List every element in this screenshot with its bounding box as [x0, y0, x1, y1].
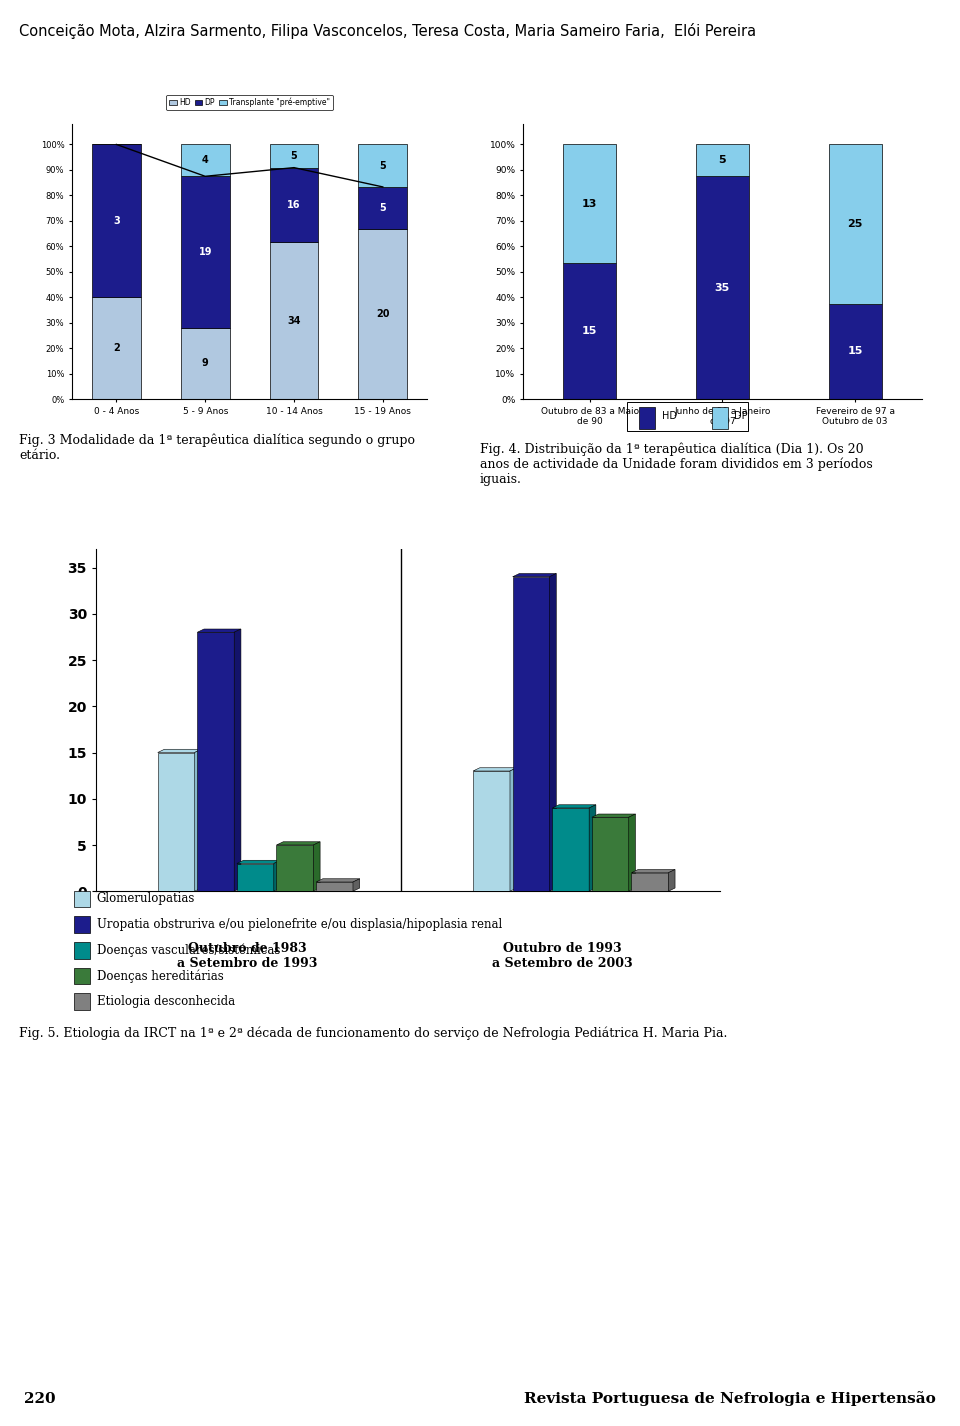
Polygon shape: [473, 767, 516, 771]
Bar: [552, 809, 589, 891]
Bar: [74, 943, 90, 958]
Polygon shape: [313, 841, 320, 891]
Text: 19: 19: [199, 247, 212, 257]
Polygon shape: [234, 629, 241, 891]
Bar: [92, 298, 141, 399]
Text: 5: 5: [719, 155, 726, 165]
Text: Glomerulopatias: Glomerulopatias: [97, 893, 195, 906]
Bar: [74, 917, 90, 933]
Text: 5: 5: [379, 202, 386, 212]
Text: 25: 25: [848, 220, 863, 230]
Bar: [270, 144, 319, 168]
Text: 35: 35: [715, 282, 730, 292]
Text: 3: 3: [113, 215, 120, 225]
Text: Fig. 3 Modalidade da 1ª terapêutica dialítica segundo o grupo
etário.: Fig. 3 Modalidade da 1ª terapêutica dial…: [19, 434, 415, 462]
Bar: [563, 144, 616, 262]
Bar: [632, 873, 668, 891]
Text: Outubro de 1983
a Setembro de 1993: Outubro de 1983 a Setembro de 1993: [177, 943, 317, 970]
Bar: [316, 883, 353, 891]
Polygon shape: [552, 804, 596, 809]
Bar: [198, 632, 234, 891]
Text: 5: 5: [291, 151, 298, 161]
Text: Doenças vasculares/sistémicas: Doenças vasculares/sistémicas: [97, 944, 280, 957]
Bar: [513, 576, 549, 891]
Polygon shape: [592, 814, 636, 817]
Bar: [180, 328, 229, 399]
Polygon shape: [668, 870, 675, 891]
Text: 16: 16: [287, 200, 300, 210]
Bar: [696, 144, 749, 177]
Polygon shape: [632, 870, 675, 873]
Bar: [473, 771, 510, 891]
Bar: [358, 230, 407, 399]
Bar: [74, 994, 90, 1010]
Bar: [712, 406, 728, 429]
Text: Revista Portuguesa de Nefrologia e Hipertensão: Revista Portuguesa de Nefrologia e Hiper…: [524, 1392, 936, 1406]
Bar: [157, 753, 195, 891]
Text: Conceição Mota, Alzira Sarmento, Filipa Vasconcelos, Teresa Costa, Maria Sameiro: Conceição Mota, Alzira Sarmento, Filipa …: [19, 23, 756, 40]
Polygon shape: [157, 749, 202, 753]
Bar: [358, 144, 407, 187]
Polygon shape: [353, 878, 360, 891]
Polygon shape: [198, 629, 241, 632]
Bar: [180, 144, 229, 177]
Text: Outubro de 1993
a Setembro de 2003: Outubro de 1993 a Setembro de 2003: [492, 943, 633, 970]
Text: Doenças hereditárias: Doenças hereditárias: [97, 970, 224, 983]
Polygon shape: [195, 749, 202, 891]
Bar: [592, 817, 629, 891]
Bar: [270, 242, 319, 399]
Bar: [180, 177, 229, 328]
Polygon shape: [589, 804, 596, 891]
Bar: [74, 890, 90, 907]
Text: Fig. 5. Etiologia da IRCT na 1ª e 2ª década de funcionamento do serviço de Nefro: Fig. 5. Etiologia da IRCT na 1ª e 2ª déc…: [19, 1027, 728, 1040]
Text: 15: 15: [848, 347, 863, 356]
Text: Uropatia obstruriva e/ou pielonefrite e/ou displasia/hipoplasia renal: Uropatia obstruriva e/ou pielonefrite e/…: [97, 918, 502, 931]
Text: DP: DP: [734, 411, 748, 422]
Text: Fig. 4. Distribuição da 1ª terapêutica dialítica (Dia 1). Os 20
anos de activida: Fig. 4. Distribuição da 1ª terapêutica d…: [480, 442, 873, 486]
Legend: HD, DP, Transplante "pré-emptive": HD, DP, Transplante "pré-emptive": [166, 96, 333, 110]
Text: 15: 15: [582, 327, 597, 337]
Text: 13: 13: [582, 198, 597, 208]
Bar: [237, 864, 274, 891]
Text: HD: HD: [661, 411, 677, 422]
Bar: [563, 262, 616, 399]
Text: 5: 5: [379, 161, 386, 171]
Text: 9: 9: [202, 358, 208, 368]
Polygon shape: [316, 878, 360, 883]
Text: 4: 4: [202, 155, 208, 165]
Text: 20: 20: [376, 309, 390, 319]
Bar: [828, 144, 881, 304]
Polygon shape: [276, 841, 320, 846]
Text: Etiologia desconhecida: Etiologia desconhecida: [97, 995, 234, 1008]
Polygon shape: [237, 860, 280, 864]
Bar: [358, 187, 407, 230]
Polygon shape: [513, 573, 556, 576]
Polygon shape: [549, 573, 556, 891]
Bar: [828, 304, 881, 399]
Text: 220: 220: [24, 1392, 56, 1406]
Polygon shape: [510, 767, 516, 891]
Bar: [270, 168, 319, 242]
Bar: [627, 402, 748, 431]
Text: 2: 2: [113, 344, 120, 354]
Bar: [276, 846, 313, 891]
Bar: [639, 406, 656, 429]
Bar: [92, 144, 141, 298]
Bar: [74, 968, 90, 984]
Text: 34: 34: [287, 315, 300, 325]
Polygon shape: [629, 814, 636, 891]
Polygon shape: [274, 860, 280, 891]
Bar: [696, 177, 749, 399]
